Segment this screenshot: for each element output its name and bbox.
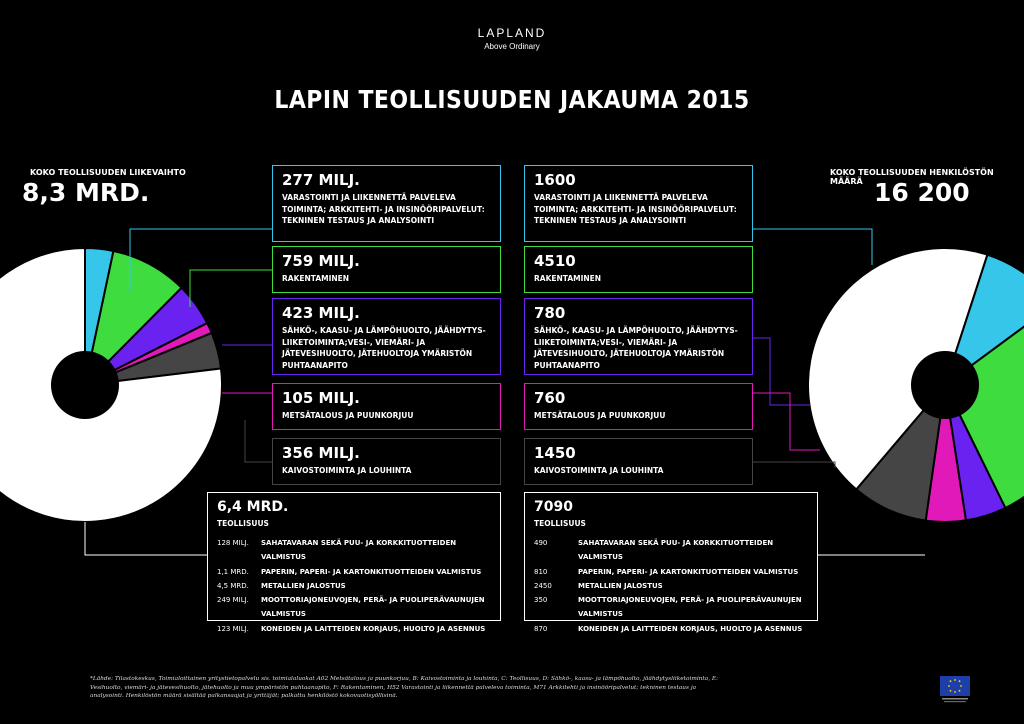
- connector-line: [753, 392, 820, 451]
- right-box-construction: 4510 RAKENTAMINEN: [524, 246, 753, 293]
- box-label: KAIVOSTOIMINTA JA LOUHINTA: [534, 466, 664, 475]
- box-label: TEOLLISUUS: [217, 519, 269, 528]
- box-value: 7090: [534, 499, 573, 515]
- row-value: 350: [534, 596, 548, 605]
- connector-line: [753, 337, 810, 406]
- left-total-label: KOKO TEOLLISUUDEN LIIKEVAIHTO: [30, 168, 186, 177]
- list-item: 249 MILJ. MOOTTORIAJONEUVOJEN, PERÄ- JA P…: [217, 593, 491, 622]
- right-total-value: 16 200: [874, 178, 970, 207]
- row-value: 4,5 MRD.: [217, 581, 249, 590]
- brand-name: LAPLAND: [477, 26, 547, 40]
- row-label: PAPERIN, PAPERI- JA KARTONKITUOTTEIDEN V…: [261, 567, 482, 576]
- left-pie-slice-construction: [83, 249, 183, 389]
- box-value: 759 MILJ.: [282, 252, 360, 270]
- list-item: 350 MOOTTORIAJONEUVOJEN, PERÄ- JA PUOLIPE…: [534, 593, 808, 622]
- row-value: 870: [534, 624, 548, 633]
- row-value: 1,1 MRD.: [217, 567, 249, 576]
- connector-line: [84, 522, 207, 556]
- brand-tagline: Above Ordinary: [484, 42, 540, 51]
- page-title: LAPIN TEOLLISUUDEN JAKAUMA 2015: [274, 85, 750, 114]
- left-box-mining: 356 MILJ. KAIVOSTOIMINTA JA LOUHINTA: [272, 438, 501, 485]
- left-box-construction: 759 MILJ. RAKENTAMINEN: [272, 246, 501, 293]
- row-value: 128 MILJ.: [217, 539, 249, 547]
- row-label: PAPERIN, PAPERI- JA KARTONKITUOTTEIDEN V…: [578, 567, 799, 576]
- row-value: 490: [534, 539, 548, 547]
- box-label: VARASTOINTI JA LIIKENNETTÄ PALVELEVA TOI…: [282, 193, 485, 225]
- row-label: METALLIEN JALOSTUS: [578, 581, 663, 590]
- right-pie-slice-industry: [807, 247, 989, 491]
- box-value: 1600: [534, 171, 576, 189]
- right-pie-hole: [911, 351, 979, 419]
- box-label: SÄHKÖ-, KAASU- JA LÄMPÖHUOLTO, JÄÄHDYTYS…: [282, 326, 486, 370]
- right-box-energy: 780 SÄHKÖ-, KAASU- JA LÄMPÖHUOLTO, JÄÄHD…: [524, 298, 753, 375]
- right-box-logistics: 1600 VARASTOINTI JA LIIKENNETTÄ PALVELEV…: [524, 165, 753, 242]
- row-value: 2450: [534, 581, 552, 590]
- list-item: 810 PAPERIN, PAPERI- JA KARTONKITUOTTEIDE…: [534, 565, 808, 579]
- box-label: SÄHKÖ-, KAASU- JA LÄMPÖHUOLTO, JÄÄHDYTYS…: [534, 326, 738, 370]
- list-item: 490 SAHATAVARAN SEKÄ PUU- JA KORKKITUOTTE…: [534, 536, 808, 565]
- source-footnote: *Lähde: Tilastokeskus, Toimialoittainen …: [90, 676, 719, 699]
- left-box-energy: 423 MILJ. SÄHKÖ-, KAASU- JA LÄMPÖHUOLTO,…: [272, 298, 501, 375]
- box-label: TEOLLISUUS: [534, 519, 586, 528]
- right-box-industry: 7090 TEOLLISUUS 490 SAHATAVARAN SEKÄ PUU-…: [524, 492, 818, 633]
- connector-line: [753, 228, 873, 265]
- box-value: 4510: [534, 252, 576, 270]
- left-box-industry: 6,4 MRD. TEOLLISUUS 128 MILJ. SAHATAVARAN…: [207, 492, 501, 633]
- right-total-label: KOKO TEOLLISUUDEN HENKILÖSTÖN MÄÄRÄ: [830, 168, 994, 186]
- left-pie-hole: [51, 351, 119, 419]
- box-value: 423 MILJ.: [282, 304, 360, 322]
- box-value: 277 MILJ.: [282, 171, 360, 189]
- row-value: 123 MILJ.: [217, 624, 249, 633]
- connector-line: [129, 228, 272, 292]
- row-label: MOOTTORIAJONEUVOJEN, PERÄ- JA PUOLIPERÄV…: [261, 596, 485, 619]
- box-value: 6,4 MRD.: [217, 499, 289, 515]
- box-label: RAKENTAMINEN: [282, 274, 350, 283]
- row-label: MOOTTORIAJONEUVOJEN, PERÄ- JA PUOLIPERÄV…: [578, 596, 802, 619]
- box-label: VARASTOINTI JA LIIKENNETTÄ PALVELEVA TOI…: [534, 193, 737, 225]
- row-label: KONEIDEN JA LAITTEIDEN KORJAUS, HUOLTO J…: [578, 624, 803, 633]
- box-label: METSÄTALOUS JA PUUNKORJUU: [534, 411, 666, 420]
- brand-logo: LAPLAND Above Ordinary: [0, 26, 1024, 51]
- list-item: 2450 METALLIEN JALOSTUS: [534, 579, 808, 593]
- left-total-value: 8,3 MRD.: [22, 178, 150, 207]
- row-label: METALLIEN JALOSTUS: [261, 581, 346, 590]
- connector-line: [753, 461, 836, 468]
- box-value: 356 MILJ.: [282, 444, 360, 462]
- row-label: SAHATAVARAN SEKÄ PUU- JA KORKKITUOTTEIDE…: [578, 539, 774, 562]
- box-value: 780: [534, 304, 566, 322]
- list-item: 870 KONEIDEN JA LAITTEIDEN KORJAUS, HUOLT…: [534, 622, 808, 636]
- row-value: 249 MILJ.: [217, 596, 249, 605]
- list-item: 1,1 MRD. PAPERIN, PAPERI- JA KARTONKITUOT…: [217, 565, 491, 579]
- box-value: 1450: [534, 444, 576, 462]
- connector-lines: [84, 228, 925, 556]
- left-box-logistics: 277 MILJ. VARASTOINTI JA LIIKENNETTÄ PAL…: [272, 165, 501, 242]
- box-value: 760: [534, 389, 566, 407]
- left-box-forestry: 105 MILJ. METSÄTALOUS JA PUUNKORJUU: [272, 383, 501, 430]
- list-item: 4,5 MRD. METALLIEN JALOSTUS: [217, 579, 491, 593]
- list-item: 123 MILJ. KONEIDEN JA LAITTEIDEN KORJAUS,…: [217, 622, 491, 636]
- box-label: KAIVOSTOIMINTA JA LOUHINTA: [282, 466, 412, 475]
- right-box-forestry: 760 METSÄTALOUS JA PUUNKORJUU: [524, 383, 753, 430]
- box-label: METSÄTALOUS JA PUUNKORJUU: [282, 411, 414, 420]
- connector-line: [189, 269, 272, 307]
- industry-breakdown-list: 128 MILJ. SAHATAVARAN SEKÄ PUU- JA KORKKI…: [217, 536, 491, 636]
- right-pie-chart: [807, 247, 1024, 523]
- row-label: SAHATAVARAN SEKÄ PUU- JA KORKKITUOTTEIDE…: [261, 539, 457, 562]
- box-value: 105 MILJ.: [282, 389, 360, 407]
- box-label: RAKENTAMINEN: [534, 274, 602, 283]
- list-item: 128 MILJ. SAHATAVARAN SEKÄ PUU- JA KORKKI…: [217, 536, 491, 565]
- row-value: 810: [534, 567, 548, 576]
- row-label: KONEIDEN JA LAITTEIDEN KORJAUS, HUOLTO J…: [261, 624, 486, 633]
- right-pie-slice-logistics: [943, 253, 1024, 388]
- eu-flag-icon: [940, 676, 970, 703]
- connector-line: [244, 420, 272, 463]
- industry-breakdown-list: 490 SAHATAVARAN SEKÄ PUU- JA KORKKITUOTTE…: [534, 536, 808, 636]
- right-box-mining: 1450 KAIVOSTOIMINTA JA LOUHINTA: [524, 438, 753, 485]
